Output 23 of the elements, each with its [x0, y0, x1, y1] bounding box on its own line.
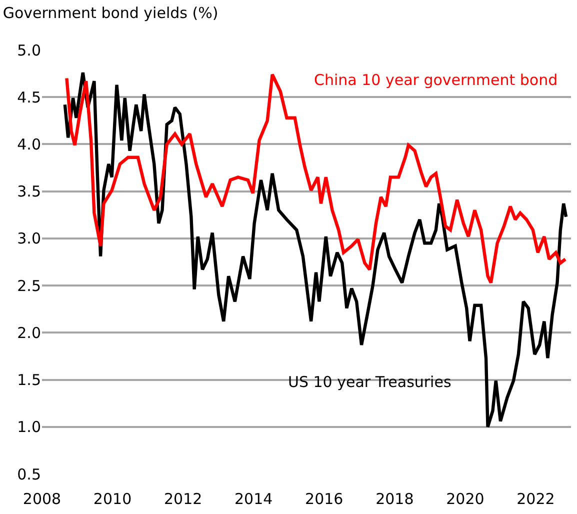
y-tick-label: 2.0	[17, 324, 41, 342]
y-tick-label: 5.0	[17, 41, 41, 60]
y-tick-label: 0.5	[17, 465, 41, 484]
y-tick-label: 1.0	[17, 418, 41, 436]
y-tick-label: 4.0	[17, 135, 41, 154]
x-tick-label: 2022	[516, 490, 555, 508]
x-tick-label: 2016	[305, 490, 344, 508]
y-tick-label: 4.5	[17, 88, 41, 106]
y-tick-label: 1.5	[17, 371, 41, 390]
text: China 10 year government bond	[314, 71, 558, 89]
x-tick-label: 2010	[93, 490, 132, 508]
x-tick-label: 2020	[446, 490, 484, 508]
chart-title: Government bond yields (%)	[2, 4, 218, 22]
x-tick-label: 2018	[376, 490, 414, 508]
x-tick-label: 2014	[234, 490, 273, 508]
line-series	[63, 71, 568, 428]
line-series	[65, 72, 567, 284]
y-tick-label: 3.0	[17, 230, 41, 248]
x-tick-label: 2008	[22, 490, 62, 508]
y-tick-label: 3.5	[17, 182, 41, 201]
x-tick-label: 2012	[164, 490, 202, 508]
text: US 10 year Treasuries	[288, 373, 452, 391]
y-tick-label: 2.5	[17, 276, 41, 295]
